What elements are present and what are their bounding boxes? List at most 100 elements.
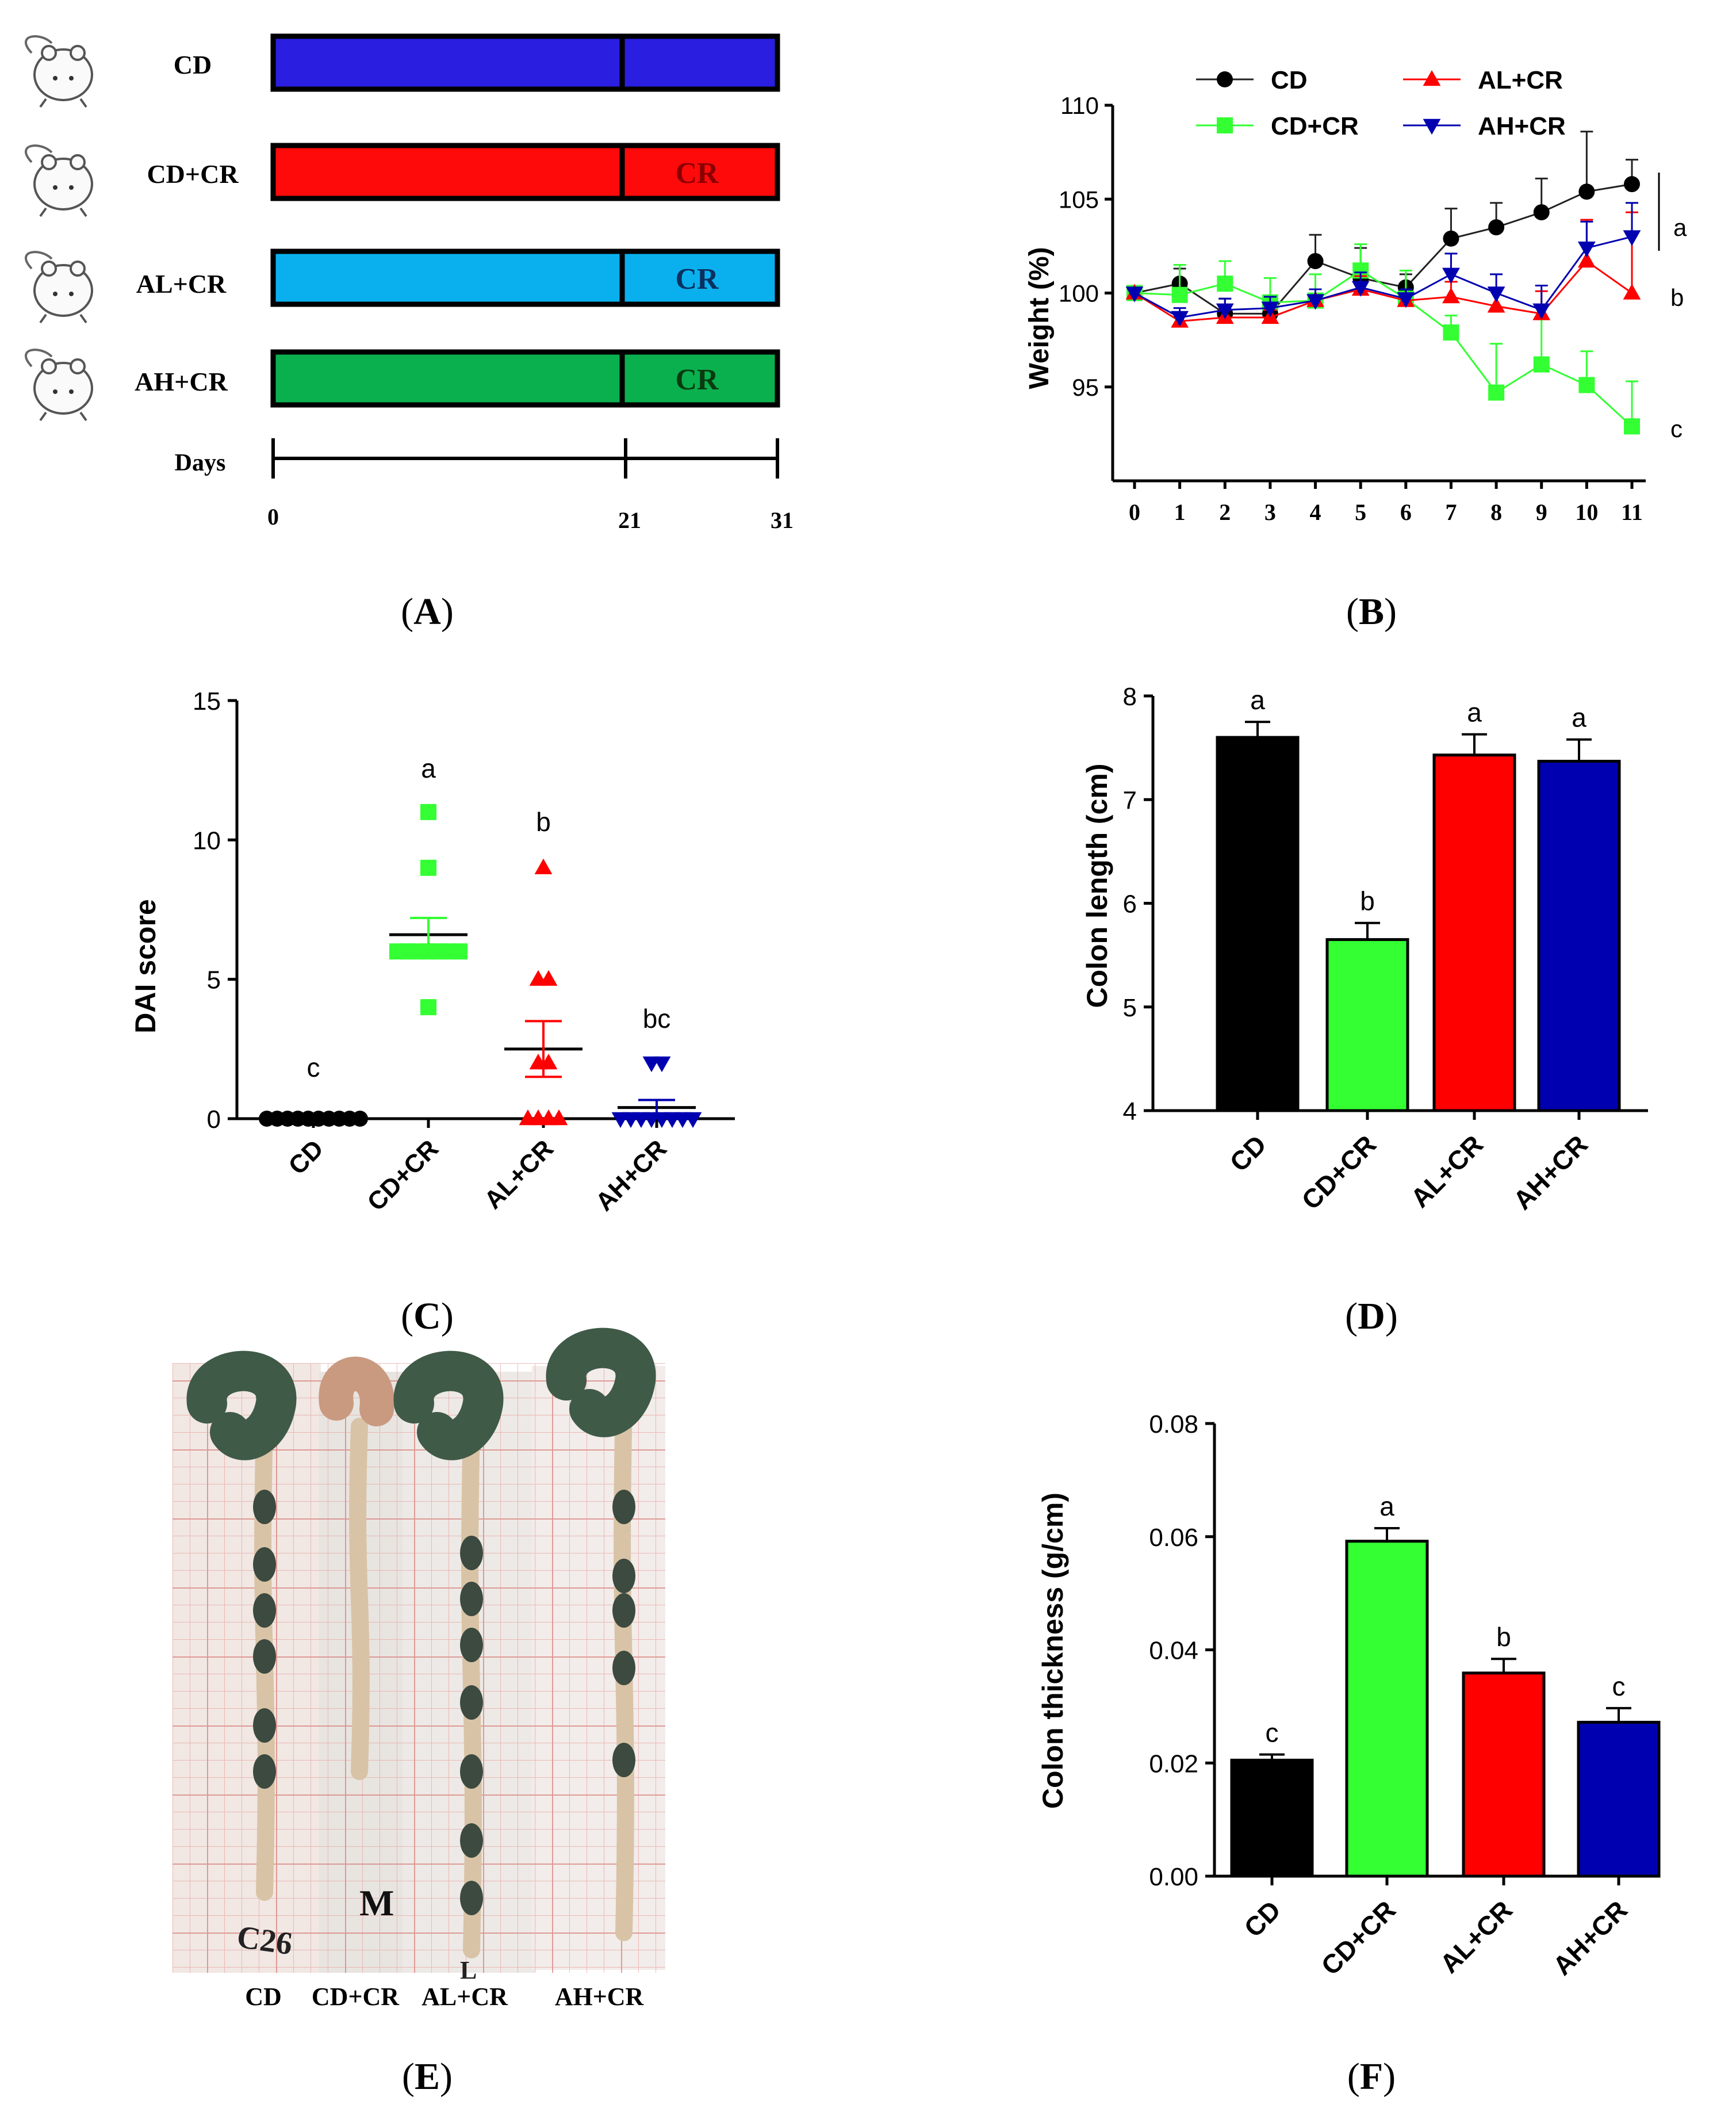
data-point <box>534 858 553 874</box>
data-point <box>684 1112 702 1128</box>
x-tick-label: 9 <box>1536 499 1547 525</box>
significance-letter: a <box>1467 698 1482 728</box>
panel-e-colon-photo: C26 M L CD CD+CR AL+CR AH+CR (E) <box>173 1327 665 2098</box>
data-point <box>420 859 436 876</box>
fecal-pellet <box>460 1754 483 1789</box>
fecal-pellet <box>253 1639 276 1674</box>
y-tick-label: 100 <box>1059 280 1099 307</box>
caption-d: (D) <box>1345 1295 1398 1337</box>
mouse-feet <box>39 207 87 217</box>
data-point <box>1397 292 1415 308</box>
x-tick-label: 7 <box>1445 499 1457 525</box>
fecal-pellet <box>460 1685 483 1720</box>
mouse-eye <box>69 292 74 296</box>
mouse-icon <box>25 251 93 324</box>
mouse-eye <box>53 76 58 81</box>
series-line <box>1134 183 1632 315</box>
x-tick-label: 1 <box>1174 499 1186 525</box>
bar-segment-1 <box>270 143 780 201</box>
handwriting: C26 <box>235 1919 294 1962</box>
mouse-body <box>33 362 93 415</box>
x-tick-label: AL+CR <box>479 1134 559 1214</box>
colon-CD <box>186 1350 297 1901</box>
y-axis-label: Weight (%) <box>1024 247 1055 389</box>
fecal-pellet <box>612 1490 635 1524</box>
caption-f: (F) <box>1347 2056 1396 2098</box>
y-tick-label: 15 <box>193 687 221 715</box>
legend-label: AH+CR <box>1478 112 1566 140</box>
series-AL+CR <box>1125 211 1641 328</box>
legend-label: AL+CR <box>1478 66 1563 94</box>
mouse-ear <box>70 45 86 61</box>
data-point <box>1578 377 1595 393</box>
mouse-ear <box>70 261 86 277</box>
bar-segment-1 <box>270 33 780 92</box>
data-point <box>1624 418 1640 435</box>
legend-label: CD+CR <box>1271 112 1359 140</box>
fecal-pellet <box>253 1490 276 1524</box>
data-point <box>1623 284 1641 300</box>
legend-marker <box>1423 118 1441 135</box>
mouse-feet <box>39 313 87 324</box>
cecum <box>186 1350 297 1460</box>
y-tick-label: 7 <box>1123 786 1137 814</box>
mouse-feet <box>39 411 87 422</box>
colon-AH+CR <box>546 1327 656 1941</box>
data-point <box>420 803 436 820</box>
mouse-body <box>33 48 93 101</box>
panel-a-row-cd: CD <box>25 33 780 108</box>
legend-entry: CD+CR <box>1196 112 1359 140</box>
caption-c: (C) <box>401 1295 454 1337</box>
colon-tube <box>349 1418 370 1780</box>
fecal-pellet <box>253 1547 276 1582</box>
fecal-pellet <box>460 1823 483 1858</box>
cecum <box>319 1356 394 1426</box>
mouse-tail <box>25 144 53 163</box>
legend-label: CD <box>1271 66 1308 94</box>
data-point <box>550 1109 568 1126</box>
colon-AL+CR <box>393 1350 504 1958</box>
mouse-ear <box>41 45 57 61</box>
group-AH+CR: bc <box>611 1004 702 1128</box>
bars-group: 0.00 0.02 0.04 0.06 0.08 c CD a CD+CR b AL+CR c AH+C… <box>1149 1410 1661 1981</box>
y-tick-label: 6 <box>1123 890 1137 919</box>
panel-f-colon-thickness-chart: 0.00 0.02 0.04 0.06 0.08 c CD a CD+CR b AL+CR c AH+C… <box>1037 1410 1661 2098</box>
data-point <box>1125 286 1144 303</box>
cecum <box>546 1327 656 1437</box>
y-tick-label: 10 <box>193 826 221 855</box>
tick-label: 0 <box>267 504 279 530</box>
data-point <box>1443 324 1459 341</box>
fecal-pellet <box>460 1536 483 1570</box>
data-point <box>1351 281 1370 297</box>
bar <box>1216 736 1300 1112</box>
data-point <box>451 943 467 960</box>
y-tick-label: 105 <box>1059 186 1099 213</box>
data-point <box>1307 252 1324 269</box>
x-tick-label: CD <box>1238 1895 1286 1943</box>
fecal-pellet <box>612 1743 635 1777</box>
group-label: CD+CR <box>147 159 239 189</box>
series-AH+CR <box>1125 202 1641 327</box>
data-point <box>1487 297 1505 313</box>
tick-label: 31 <box>771 507 794 533</box>
mouse-eye <box>53 185 58 190</box>
caption-a: (A) <box>401 591 454 633</box>
significance-letter: c <box>307 1053 320 1082</box>
x-tick-label: 5 <box>1355 499 1366 525</box>
cr-label: CR <box>675 363 719 396</box>
fecal-pellet <box>253 1754 276 1789</box>
panel-b-weight-chart: 95 100 105 110 0 1 2 3 4 5 6 7 8 9 10 11 CD CD+CR AL+CR AH… <box>1024 66 1687 633</box>
data-point <box>653 1056 671 1073</box>
data-point <box>1216 303 1234 319</box>
mouse-icon <box>25 349 93 422</box>
days-label: Days <box>175 450 226 476</box>
fecal-pellet <box>612 1651 635 1685</box>
significance-letter: c <box>1266 1717 1279 1747</box>
x-tick-label: AH+CR <box>590 1134 672 1216</box>
bars-group: 4 5 6 7 8 a CD b CD+CR a AL+CR a AH+CR <box>1123 683 1648 1215</box>
photo-label: CD <box>245 1983 282 2011</box>
annotation: b <box>1670 284 1684 311</box>
series-group <box>1125 131 1641 435</box>
data-point <box>1532 303 1551 319</box>
